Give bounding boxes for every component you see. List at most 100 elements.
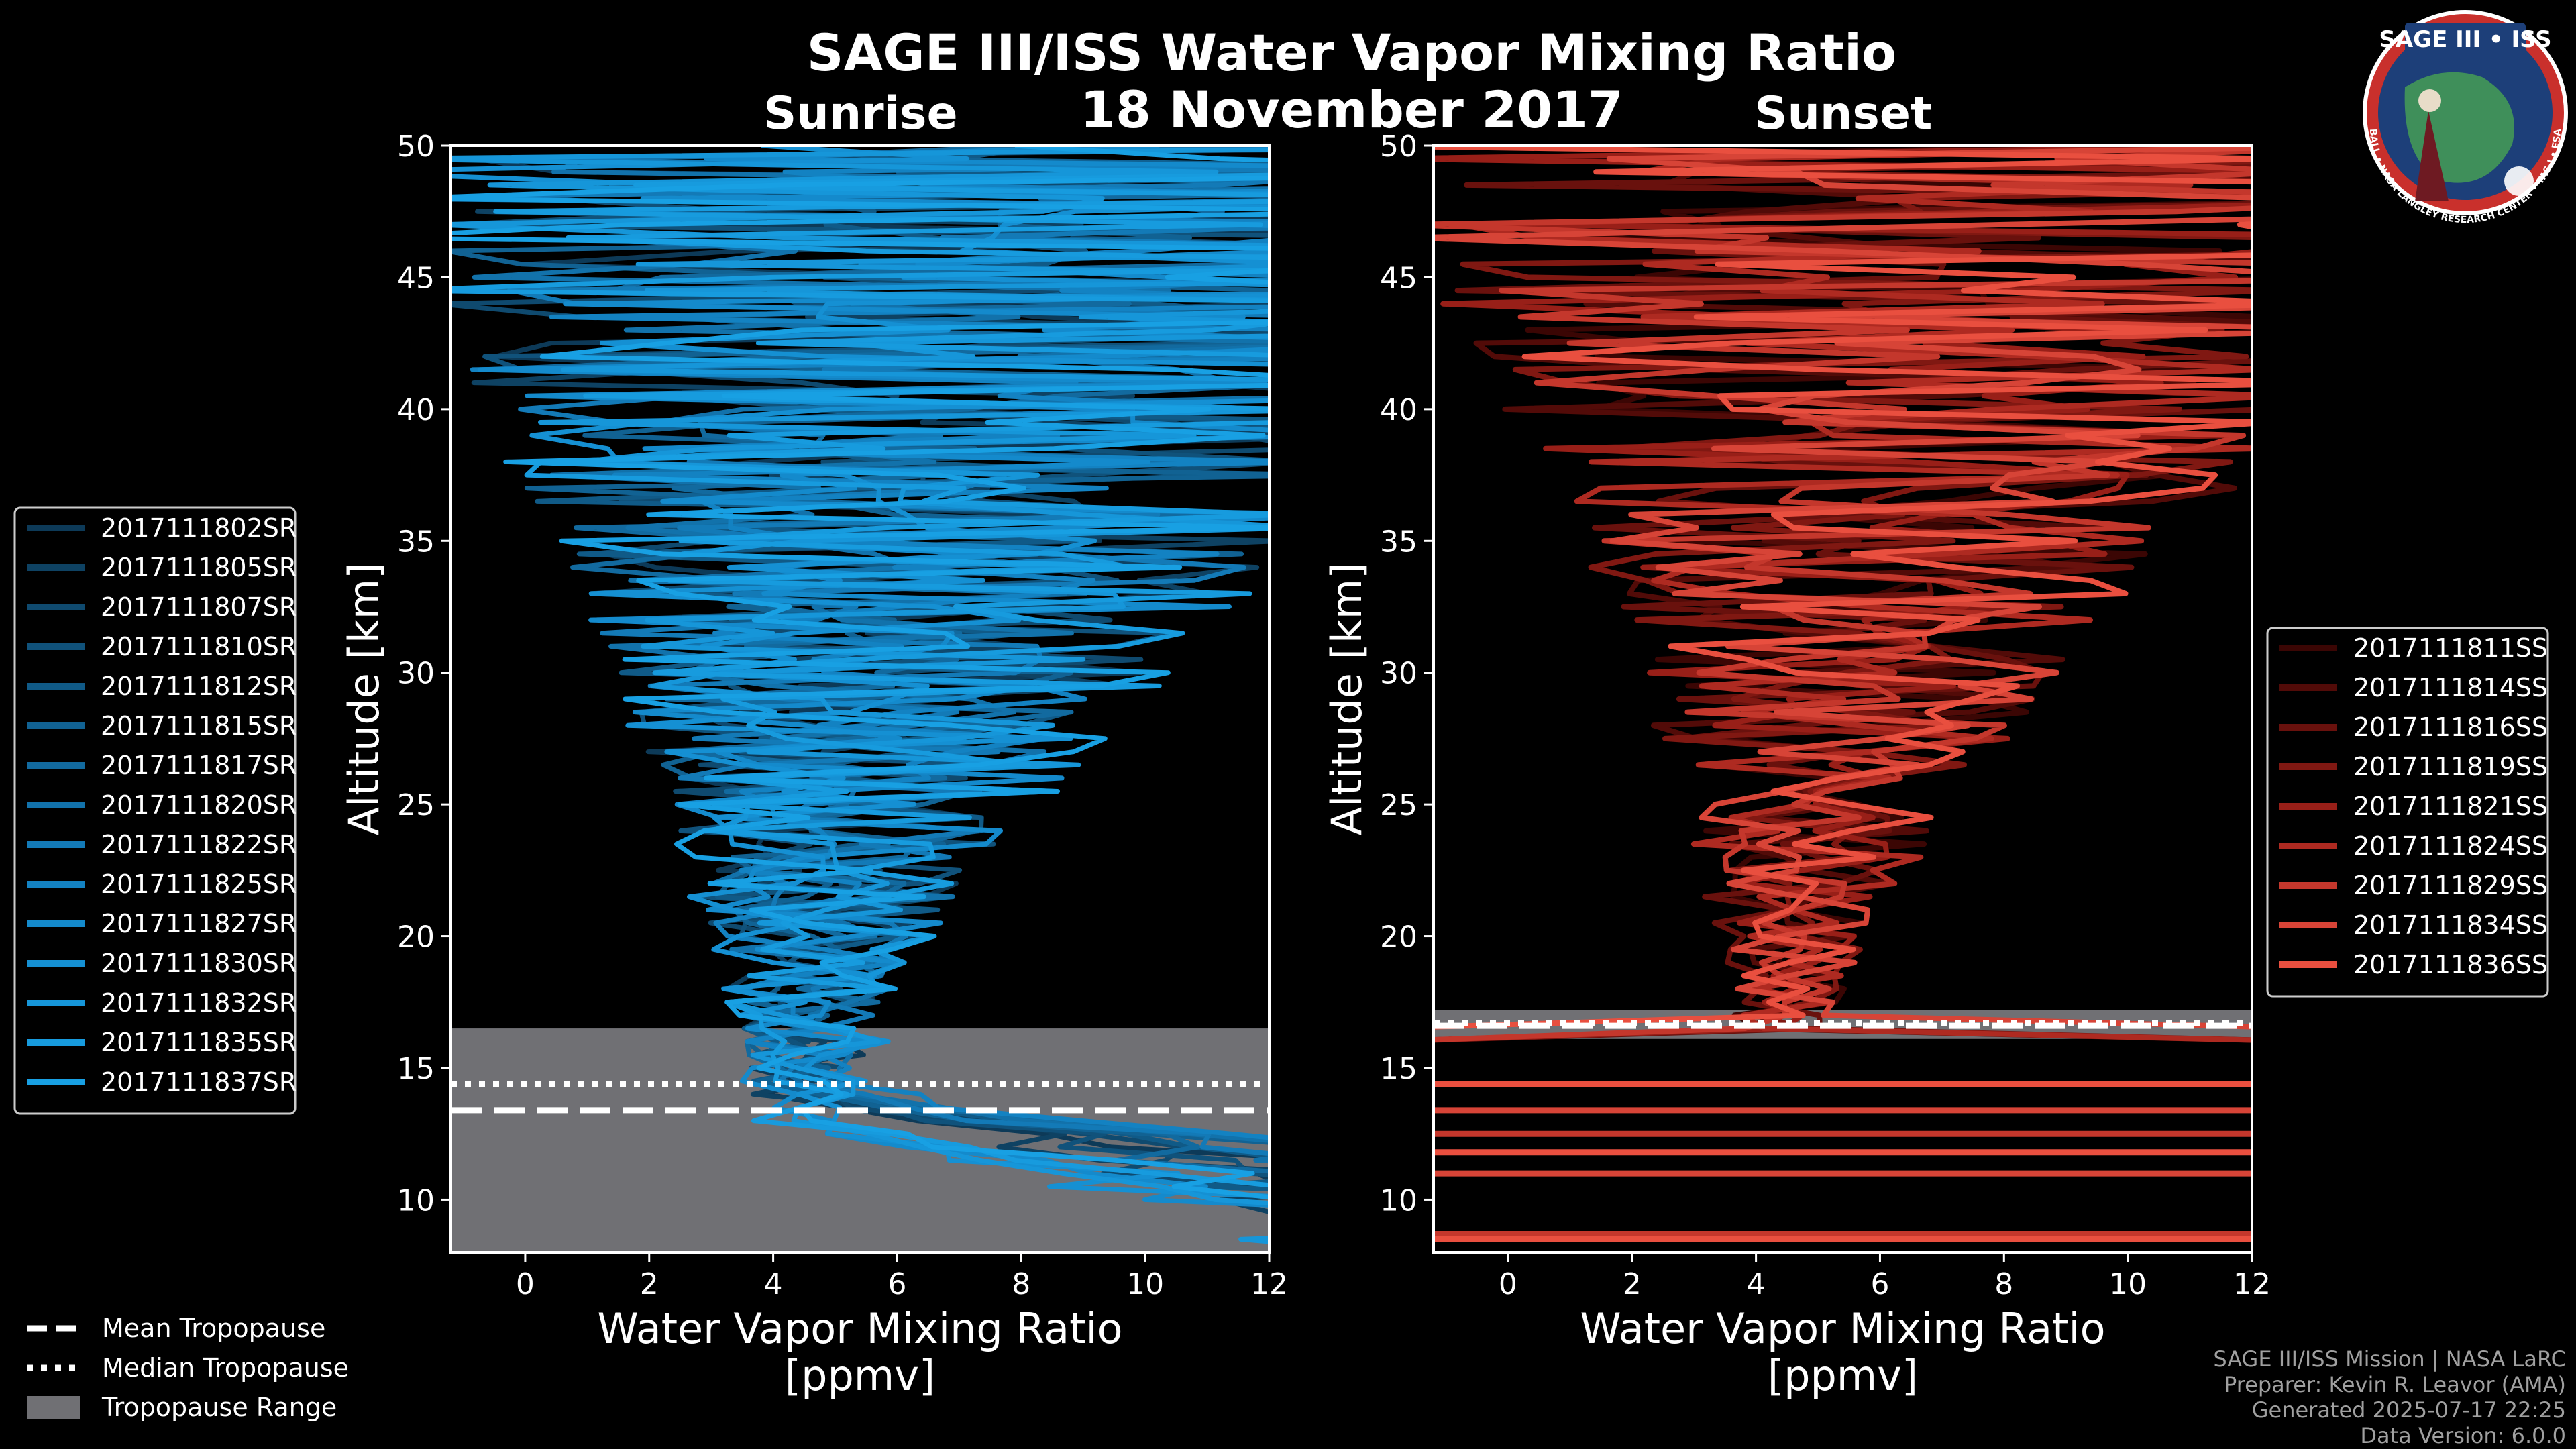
chart-title: SAGE III/ISS Water Vapor Mixing Ratio bbox=[807, 23, 1897, 83]
sage-iii-iss-logo: SAGE III • ISS BALL • NASA LANGLEY RESEA… bbox=[2363, 10, 2568, 225]
y-tick-label: 15 bbox=[1380, 1052, 1417, 1086]
legend-entry: 2017111827SR bbox=[101, 909, 297, 938]
legend-entry: 2017111807SR bbox=[101, 592, 297, 622]
legend-entry: 2017111836SS bbox=[2353, 950, 2548, 979]
y-tick-label: 35 bbox=[1380, 525, 1417, 559]
x-tick-label: 6 bbox=[1870, 1267, 1889, 1301]
x-axis-unit: [ppmv] bbox=[1768, 1351, 1918, 1400]
legend-entry: 2017111816SS bbox=[2353, 712, 2548, 742]
legend-entry: 2017111834SS bbox=[2353, 910, 2548, 940]
x-axis-label: Water Vapor Mixing Ratio bbox=[597, 1304, 1122, 1353]
y-tick-label: 45 bbox=[1380, 261, 1417, 295]
x-tick-label: 4 bbox=[1747, 1267, 1766, 1301]
credits-block: SAGE III/ISS Mission | NASA LaRC Prepare… bbox=[2213, 1346, 2566, 1448]
profile-line bbox=[1460, 159, 2252, 1043]
profile-line bbox=[451, 147, 1269, 1244]
x-tick-label: 12 bbox=[1250, 1267, 1288, 1301]
legend-frame bbox=[2266, 627, 2549, 998]
y-tick-label: 10 bbox=[1380, 1183, 1417, 1218]
legend-entry: 2017111820SR bbox=[101, 790, 297, 820]
x-tick-label: 8 bbox=[1012, 1267, 1030, 1301]
legend-entry: 2017111814SS bbox=[2353, 673, 2548, 702]
legend-entry: 2017111829SS bbox=[2353, 871, 2548, 900]
legend-entry: 2017111832SR bbox=[101, 988, 297, 1018]
plot-frame bbox=[1432, 144, 2253, 1254]
y-tick-label: 40 bbox=[397, 393, 435, 427]
profile-line bbox=[1434, 146, 2252, 1043]
logo-sun bbox=[2504, 166, 2534, 196]
x-tick-label: 12 bbox=[2233, 1267, 2271, 1301]
profile-line bbox=[470, 163, 1269, 1140]
legend-entry: 2017111805SR bbox=[101, 553, 297, 582]
credit-line: Preparer: Kevin R. Leavor (AMA) bbox=[2224, 1372, 2566, 1397]
profile-line bbox=[451, 146, 1269, 1200]
legend-entry: 2017111802SR bbox=[101, 513, 297, 543]
sunrise-legend: 2017111802SR 2017111805SR 2017111807SR 2017… bbox=[13, 506, 297, 1115]
logo-figure bbox=[2415, 111, 2449, 201]
credit-line: Data Version: 6.0.0 bbox=[2360, 1423, 2566, 1448]
legend-entry: 2017111811SS bbox=[2353, 633, 2548, 663]
logo-title: SAGE III • ISS bbox=[2379, 26, 2551, 53]
profile-line bbox=[1434, 146, 2252, 1030]
legend-entry: 2017111822SR bbox=[101, 830, 297, 859]
y-axis-label: Altitude [km] bbox=[339, 563, 388, 836]
y-tick-label: 15 bbox=[397, 1052, 435, 1086]
plot-frame bbox=[449, 144, 1271, 1254]
legend-entry: 2017111835SR bbox=[101, 1028, 297, 1057]
legend-entry: Mean Tropopause bbox=[102, 1313, 325, 1343]
y-tick-label: 40 bbox=[1380, 393, 1417, 427]
y-tick-label: 25 bbox=[397, 788, 435, 822]
credit-line: Generated 2025-07-17 22:25 bbox=[2252, 1397, 2566, 1423]
legend-entry: 2017111837SR bbox=[101, 1067, 297, 1097]
y-axis-label: Altitude [km] bbox=[1322, 563, 1371, 836]
profile-line bbox=[472, 146, 1269, 1164]
legend-swatch bbox=[27, 1396, 80, 1419]
legend-entry: 2017111830SR bbox=[101, 949, 297, 978]
credit-line: SAGE III/ISS Mission | NASA LaRC bbox=[2213, 1346, 2566, 1372]
sunrise-panel: 0 2 4 6 8 10 12 10 15 20 25 30 35 40 45 50 Water Vapor M… bbox=[339, 129, 1288, 1400]
x-tick-label: 10 bbox=[2109, 1267, 2147, 1301]
x-axis-unit: [ppmv] bbox=[785, 1351, 935, 1400]
tropopause-legend: Mean Tropopause Median Tropopause Tropopau… bbox=[27, 1313, 349, 1422]
y-tick-label: 35 bbox=[397, 525, 435, 559]
profile-line bbox=[451, 172, 1269, 1188]
y-tick-label: 30 bbox=[397, 657, 435, 691]
y-tick-label: 10 bbox=[397, 1183, 435, 1218]
y-tick-label: 45 bbox=[397, 261, 435, 295]
profile-line bbox=[477, 146, 1269, 1208]
y-tick-label: 20 bbox=[1380, 920, 1417, 955]
x-tick-label: 10 bbox=[1126, 1267, 1164, 1301]
profile-line bbox=[1434, 148, 2252, 1043]
legend-entry: 2017111815SR bbox=[101, 711, 297, 741]
logo-title-plate bbox=[2405, 23, 2526, 55]
legend-entry: 2017111817SR bbox=[101, 751, 297, 780]
y-tick-label: 50 bbox=[397, 129, 435, 164]
sunset-subtitle: Sunset bbox=[1755, 87, 1933, 140]
y-tick-label: 25 bbox=[1380, 788, 1417, 822]
x-tick-label: 2 bbox=[1623, 1267, 1642, 1301]
profile-line bbox=[1456, 146, 2252, 1043]
x-tick-label: 0 bbox=[1499, 1267, 1517, 1301]
legend-entry: 2017111824SS bbox=[2353, 831, 2548, 861]
plot-area bbox=[1434, 146, 2252, 1252]
profile-line bbox=[1434, 146, 2252, 1030]
legend-entry: Median Tropopause bbox=[102, 1353, 349, 1383]
sunset-panel: 0 2 4 6 8 10 12 10 15 20 25 30 35 40 45 50 Water Vapor M… bbox=[1322, 129, 2271, 1400]
legend-entry: 2017111819SS bbox=[2353, 752, 2548, 782]
chart-date: 18 November 2017 bbox=[1080, 80, 1623, 140]
sunrise-subtitle: Sunrise bbox=[763, 87, 957, 140]
x-tick-label: 2 bbox=[640, 1267, 659, 1301]
x-tick-label: 4 bbox=[764, 1267, 783, 1301]
legend-entry: 2017111810SR bbox=[101, 632, 297, 661]
x-tick-label: 6 bbox=[888, 1267, 906, 1301]
plot-area bbox=[451, 146, 1269, 1252]
logo-figure-head bbox=[2418, 89, 2441, 112]
x-tick-label: 8 bbox=[1994, 1267, 2013, 1301]
sunset-legend: 2017111811SS 2017111814SS 2017111816SS 2017… bbox=[2266, 627, 2549, 998]
x-axis-label: Water Vapor Mixing Ratio bbox=[1580, 1304, 2105, 1353]
legend-entry: Tropopause Range bbox=[101, 1393, 337, 1422]
legend-frame bbox=[13, 506, 297, 1115]
legend-entry: 2017111821SS bbox=[2353, 792, 2548, 821]
legend-entry: 2017111812SR bbox=[101, 672, 297, 701]
